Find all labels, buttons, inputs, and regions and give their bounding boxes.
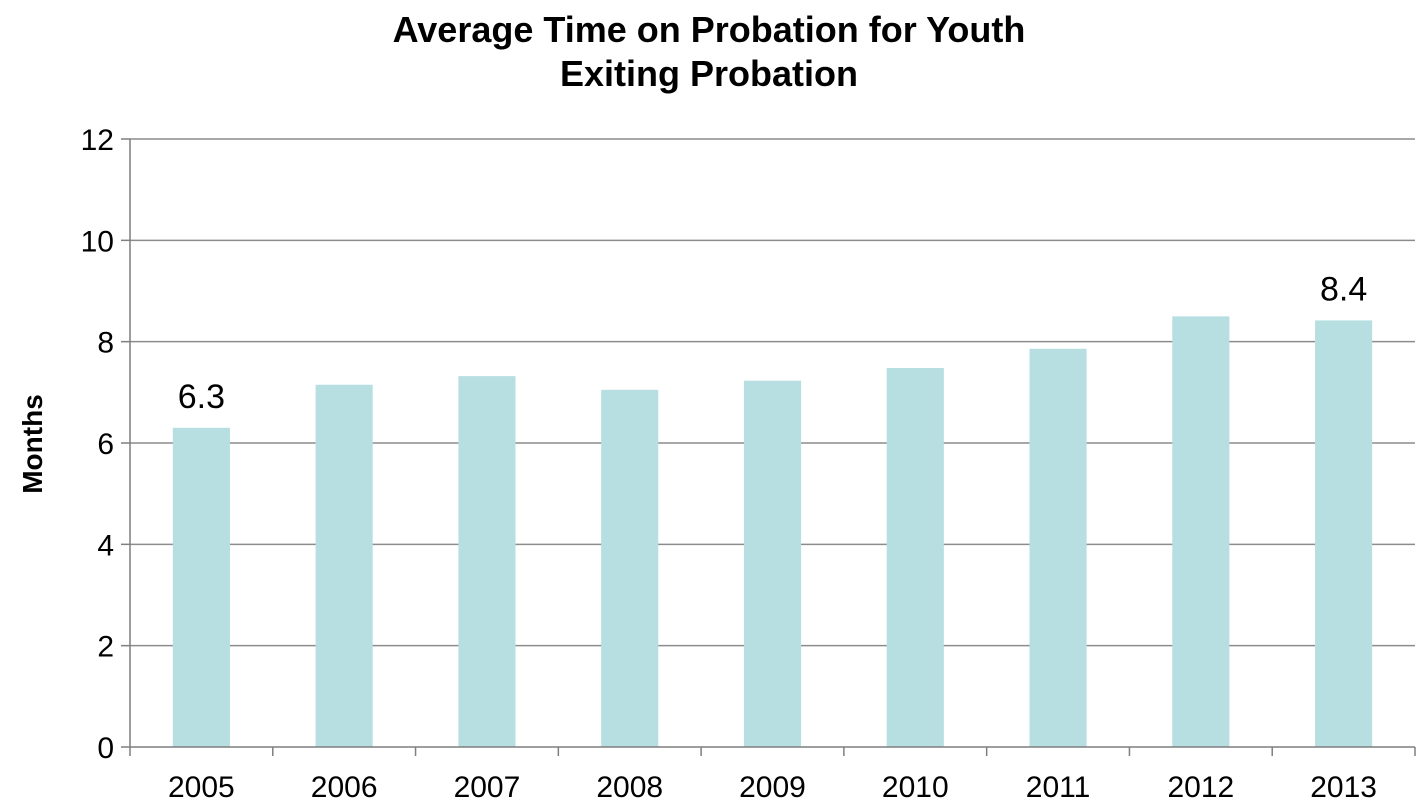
bar-2012 bbox=[1172, 316, 1230, 747]
x-tick-label: 2012 bbox=[1167, 771, 1234, 804]
bar-2009 bbox=[743, 380, 802, 747]
chart-title-line-1: Average Time on Probation for Youth bbox=[392, 9, 1026, 50]
y-tick-label: 0 bbox=[97, 732, 114, 765]
y-tick-label: 12 bbox=[81, 124, 114, 157]
bar-2008 bbox=[601, 389, 659, 747]
y-tick-label: 2 bbox=[97, 631, 114, 664]
chart-title: Average Time on Probation for Youth Exit… bbox=[0, 8, 1418, 96]
bar-2005 bbox=[172, 427, 230, 747]
data-label-2013: 8.4 bbox=[1320, 270, 1367, 308]
y-tick-label: 4 bbox=[97, 529, 114, 562]
bar-2013 bbox=[1315, 320, 1373, 747]
labels: 0 2 4 6 8 10 12 2005 6.3 2006 2007 2008 2009 2010 2011… bbox=[81, 124, 1377, 804]
x-tick-label: 2013 bbox=[1310, 771, 1377, 804]
y-axis-title: Months bbox=[17, 394, 48, 494]
chart-title-line-2: Exiting Probation bbox=[559, 53, 858, 94]
y-tick-label: 10 bbox=[81, 225, 114, 258]
x-tick-label: 2009 bbox=[739, 771, 806, 804]
bar-2010 bbox=[886, 368, 944, 747]
x-tick-label: 2005 bbox=[168, 771, 235, 804]
x-tick-label: 2010 bbox=[882, 771, 949, 804]
axes bbox=[121, 138, 1416, 756]
x-tick-label: 2007 bbox=[454, 771, 521, 804]
bar-2007 bbox=[458, 376, 516, 747]
x-tick-label: 2008 bbox=[596, 771, 663, 804]
data-label-2005: 6.3 bbox=[178, 378, 225, 416]
bars bbox=[172, 316, 1373, 747]
y-tick-label: 8 bbox=[97, 327, 114, 360]
bar-2011 bbox=[1029, 348, 1087, 747]
bar-2006 bbox=[315, 384, 373, 747]
y-tick-label: 6 bbox=[97, 428, 114, 461]
x-tick-label: 2006 bbox=[311, 771, 378, 804]
x-tick-label: 2011 bbox=[1026, 771, 1091, 804]
